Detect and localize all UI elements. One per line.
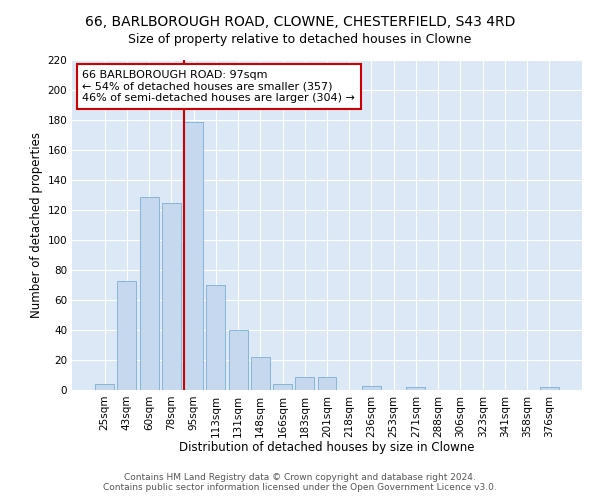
- Bar: [295, 376, 314, 390]
- Bar: [273, 384, 292, 390]
- Bar: [251, 357, 270, 390]
- Bar: [140, 196, 158, 390]
- X-axis label: Distribution of detached houses by size in Clowne: Distribution of detached houses by size …: [179, 441, 475, 454]
- Y-axis label: Number of detached properties: Number of detached properties: [30, 132, 43, 318]
- Bar: [317, 376, 337, 390]
- Bar: [206, 285, 225, 390]
- Text: 66 BARLBOROUGH ROAD: 97sqm
← 54% of detached houses are smaller (357)
46% of sem: 66 BARLBOROUGH ROAD: 97sqm ← 54% of deta…: [82, 70, 355, 103]
- Bar: [362, 386, 381, 390]
- Bar: [95, 384, 114, 390]
- Text: Size of property relative to detached houses in Clowne: Size of property relative to detached ho…: [128, 32, 472, 46]
- Bar: [229, 330, 248, 390]
- Text: 66, BARLBOROUGH ROAD, CLOWNE, CHESTERFIELD, S43 4RD: 66, BARLBOROUGH ROAD, CLOWNE, CHESTERFIE…: [85, 15, 515, 29]
- Bar: [406, 387, 425, 390]
- Bar: [118, 280, 136, 390]
- Bar: [540, 387, 559, 390]
- Text: Contains HM Land Registry data © Crown copyright and database right 2024.
Contai: Contains HM Land Registry data © Crown c…: [103, 473, 497, 492]
- Bar: [184, 122, 203, 390]
- Bar: [162, 202, 181, 390]
